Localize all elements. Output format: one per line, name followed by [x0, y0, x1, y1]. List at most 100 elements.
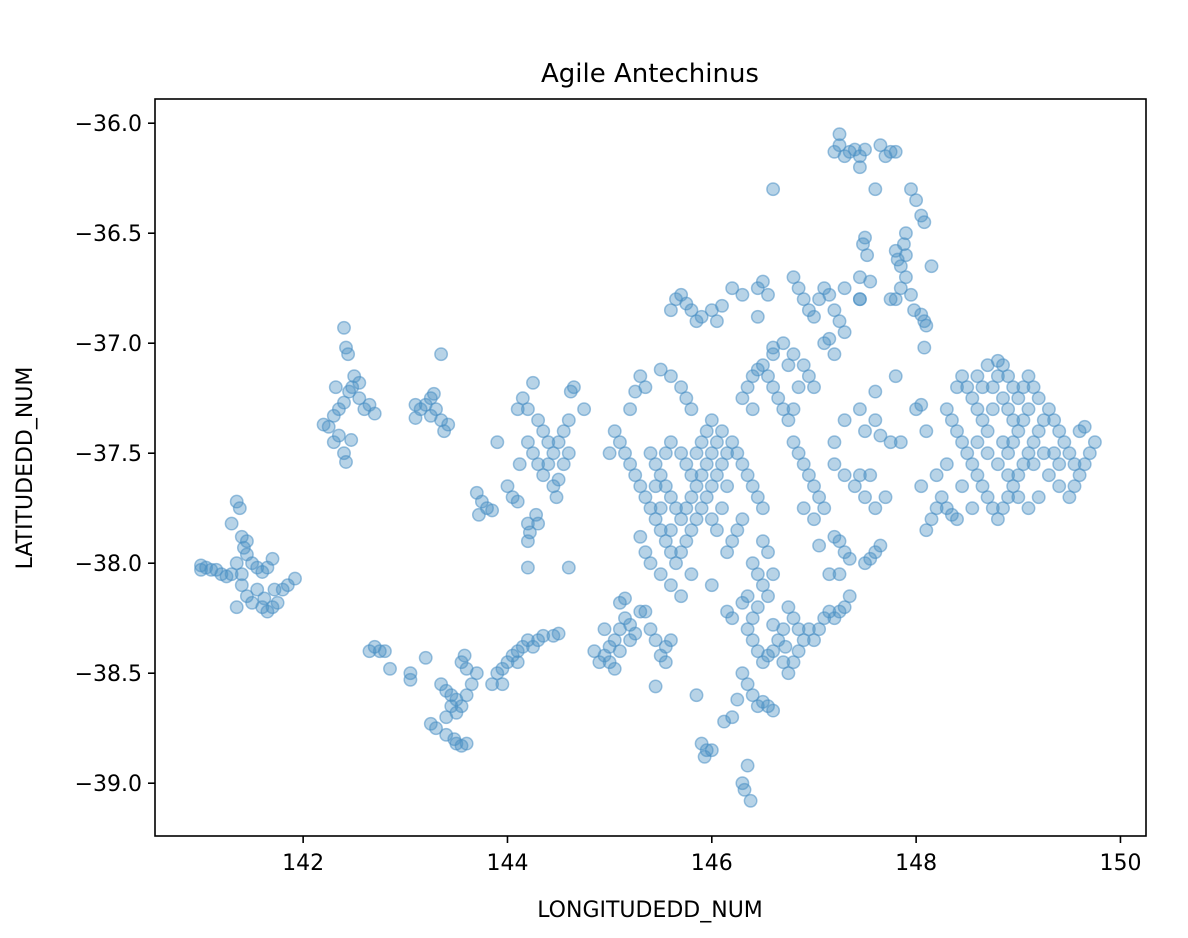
data-point [1052, 479, 1067, 494]
data-point [663, 435, 678, 450]
data-point [643, 556, 658, 571]
data-point [791, 644, 806, 659]
data-point [914, 479, 929, 494]
plot-frame [154, 98, 1147, 837]
data-point [607, 424, 622, 439]
data-point [852, 160, 867, 175]
data-point [801, 622, 816, 637]
data-point [341, 347, 356, 362]
data-point [418, 650, 433, 665]
data-point [725, 281, 740, 296]
data-point [224, 516, 239, 531]
data-point [917, 215, 932, 230]
data-point [526, 375, 540, 390]
x-tick-label: 142 [282, 851, 324, 876]
data-point [755, 534, 770, 549]
data-point [1052, 424, 1067, 439]
data-point [423, 408, 438, 423]
data-point [837, 468, 852, 483]
y-tick-label: −37.5 [75, 442, 142, 467]
data-point [1016, 457, 1031, 472]
data-point [781, 666, 796, 681]
data-point [975, 380, 990, 395]
data-point [868, 501, 883, 516]
data-point [939, 402, 954, 417]
data-point [893, 435, 908, 450]
data-point [735, 512, 750, 527]
data-point [842, 589, 857, 604]
data-point [914, 208, 929, 223]
data-point [888, 292, 903, 307]
data-point [970, 369, 985, 384]
data-point [740, 589, 755, 604]
data-point [755, 501, 770, 516]
data-point [270, 595, 285, 610]
data-point [633, 369, 648, 384]
data-point [561, 446, 576, 461]
y-tick-label: −36.0 [75, 112, 142, 137]
data-point [633, 529, 648, 544]
data-point [709, 468, 724, 483]
data-point [331, 428, 346, 443]
data-point [883, 292, 898, 307]
data-point [623, 402, 638, 417]
data-point [745, 633, 760, 648]
data-point [812, 490, 827, 505]
data-point [1041, 468, 1056, 483]
data-point [832, 534, 847, 549]
data-point [743, 793, 758, 808]
data-point [638, 604, 653, 619]
data-point [408, 411, 423, 425]
data-point [761, 589, 775, 604]
data-point [919, 424, 934, 439]
data-point [898, 270, 913, 285]
data-point [352, 391, 367, 406]
data-point [827, 435, 842, 450]
data-point [745, 479, 760, 494]
data-point [1036, 413, 1051, 428]
data-point [970, 468, 985, 483]
data-point [510, 402, 525, 417]
data-point [674, 446, 689, 461]
data-point [265, 551, 280, 566]
data-point [194, 562, 208, 577]
data-point [663, 369, 678, 384]
data-point [689, 512, 704, 527]
data-point [1031, 391, 1046, 406]
data-point [653, 523, 668, 538]
data-point [1016, 413, 1031, 428]
y-axis-ticks: −36.0 −36.5 −37.0 −37.5 −38.0 −38.5 −39.0 [75, 112, 155, 797]
data-point [529, 507, 544, 522]
data-point [648, 479, 663, 494]
data-point [1077, 457, 1092, 472]
y-tick-label: −38.5 [75, 662, 142, 687]
data-point [750, 567, 765, 582]
data-point [737, 782, 752, 797]
data-point [776, 402, 791, 417]
data-point [924, 512, 939, 527]
data-point [985, 402, 1000, 417]
data-point [1021, 446, 1036, 461]
data-point [990, 369, 1005, 384]
data-point [689, 688, 704, 703]
data-point [715, 298, 729, 313]
data-point [234, 567, 249, 582]
data-point [520, 435, 535, 450]
data-point [909, 193, 924, 208]
data-point [679, 501, 694, 516]
data-point [842, 551, 857, 566]
data-point [975, 479, 990, 494]
data-point [917, 340, 932, 355]
data-point [898, 226, 913, 241]
data-point [985, 501, 1000, 516]
data-point [990, 353, 1005, 368]
data-point [345, 380, 360, 395]
data-point [761, 369, 775, 384]
data-point [904, 287, 918, 302]
data-point [827, 457, 842, 472]
data-point [643, 446, 658, 461]
data-point [512, 457, 527, 472]
data-point [653, 567, 668, 582]
data-point [633, 479, 648, 494]
data-point [224, 567, 239, 582]
